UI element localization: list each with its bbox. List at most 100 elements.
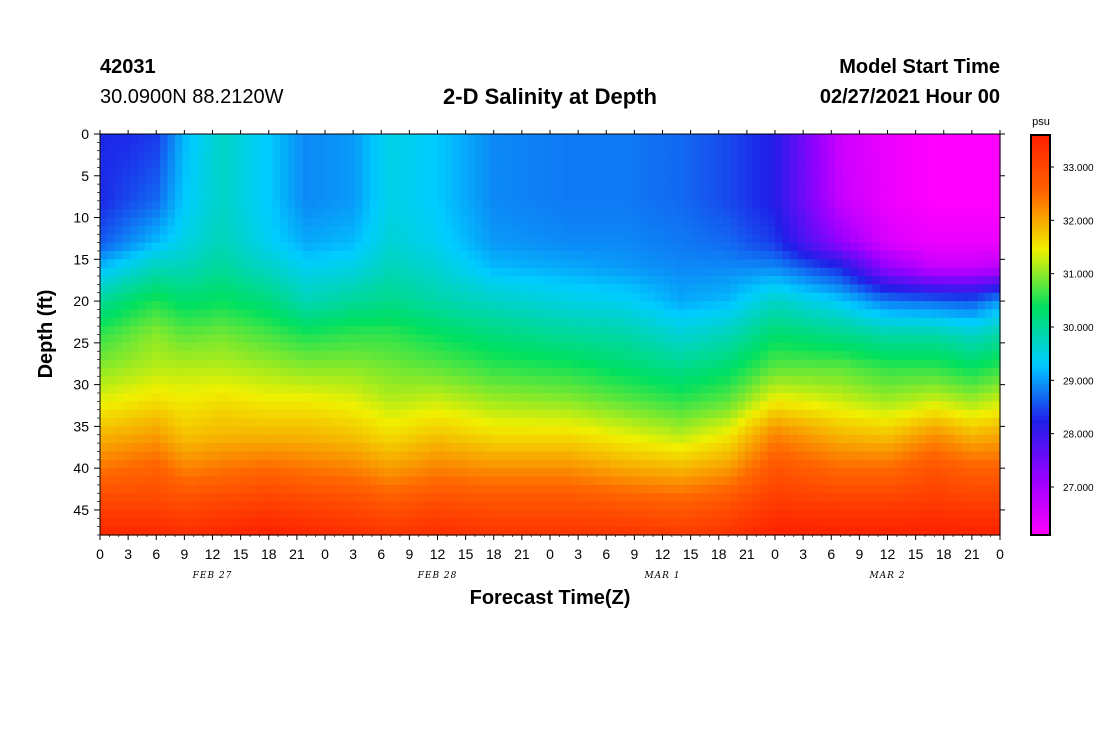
heatmap-cell: [497, 192, 506, 202]
heatmap-cell: [392, 192, 401, 202]
heatmap-cell: [392, 392, 401, 402]
heatmap-cell: [580, 443, 589, 453]
heatmap-cell: [355, 376, 364, 386]
heatmap-cell: [512, 384, 521, 394]
heatmap-cell: [370, 509, 379, 519]
heatmap-cell: [272, 342, 281, 352]
heatmap-cell: [310, 225, 319, 235]
heatmap-cell: [797, 526, 806, 536]
heatmap-cell: [175, 401, 184, 411]
heatmap-cell: [580, 242, 589, 252]
heatmap-cell: [550, 209, 559, 219]
heatmap-cell: [572, 301, 581, 311]
heatmap-cell: [430, 267, 439, 277]
heatmap-cell: [130, 418, 139, 427]
heatmap-cell: [130, 242, 139, 252]
heatmap-cell: [632, 434, 641, 444]
heatmap-cell: [310, 259, 319, 269]
heatmap-cell: [580, 167, 589, 177]
heatmap-cell: [220, 159, 229, 169]
heatmap-cell: [115, 434, 124, 444]
heatmap-cell: [355, 401, 364, 411]
heatmap-cell: [250, 292, 259, 302]
heatmap-cell: [182, 284, 191, 294]
heatmap-cell: [782, 284, 791, 294]
heatmap-cell: [872, 526, 881, 536]
heatmap-cell: [745, 225, 754, 235]
heatmap-cell: [295, 225, 304, 235]
heatmap-cell: [385, 401, 394, 411]
heatmap-cell: [280, 284, 289, 294]
heatmap-cell: [475, 342, 484, 352]
heatmap-cell: [317, 526, 326, 536]
heatmap-cell: [145, 192, 154, 202]
heatmap-cell: [670, 142, 679, 152]
heatmap-cell: [107, 301, 116, 311]
heatmap-cell: [655, 267, 664, 277]
heatmap-cell: [647, 200, 656, 210]
heatmap-cell: [610, 501, 619, 511]
heatmap-cell: [520, 276, 529, 285]
heatmap-cell: [182, 409, 191, 419]
heatmap-cell: [790, 526, 799, 536]
heatmap-cell: [640, 426, 649, 436]
heatmap-cell: [445, 225, 454, 235]
heatmap-cell: [827, 342, 836, 352]
heatmap-cell: [790, 434, 799, 444]
heatmap-cell: [572, 342, 581, 352]
heatmap-cell: [167, 134, 176, 143]
heatmap-cell: [752, 267, 761, 277]
heatmap-cell: [640, 351, 649, 361]
heatmap-cell: [670, 501, 679, 511]
heatmap-cell: [677, 276, 686, 285]
heatmap-cell: [715, 493, 724, 503]
heatmap-cell: [857, 493, 866, 503]
heatmap-cell: [632, 184, 641, 194]
heatmap-cell: [827, 409, 836, 419]
heatmap-cell: [767, 200, 776, 210]
heatmap-cell: [482, 484, 491, 494]
heatmap-cell: [362, 434, 371, 444]
heatmap-cell: [670, 334, 679, 344]
heatmap-cell: [647, 351, 656, 361]
heatmap-cell: [857, 267, 866, 277]
heatmap-cell: [302, 351, 311, 361]
heatmap-cell: [145, 217, 154, 227]
heatmap-cell: [580, 301, 589, 311]
heatmap-cell: [400, 484, 409, 494]
heatmap-cell: [662, 526, 671, 536]
heatmap-cell: [805, 409, 814, 419]
heatmap-cell: [145, 200, 154, 210]
heatmap-cell: [167, 184, 176, 194]
heatmap-cell: [325, 209, 334, 219]
heatmap-cell: [497, 150, 506, 160]
heatmap-cell: [767, 526, 776, 536]
heatmap-cell: [797, 359, 806, 369]
heatmap-cell: [505, 426, 514, 436]
heatmap-cell: [482, 250, 491, 260]
heatmap-cell: [137, 259, 146, 269]
heatmap-cell: [355, 392, 364, 402]
heatmap-cell: [400, 401, 409, 411]
heatmap-cell: [490, 267, 499, 277]
heatmap-cell: [362, 468, 371, 478]
heatmap-cell: [182, 509, 191, 519]
heatmap-cell: [475, 175, 484, 185]
heatmap-cell: [160, 334, 169, 344]
heatmap-cell: [272, 317, 281, 327]
heatmap-cell: [760, 159, 769, 169]
heatmap-cell: [287, 334, 296, 344]
heatmap-cell: [752, 434, 761, 444]
heatmap-cell: [827, 284, 836, 294]
heatmap-cell: [160, 418, 169, 427]
heatmap-cell: [737, 418, 746, 427]
heatmap-cell: [160, 276, 169, 285]
heatmap-cell: [602, 509, 611, 519]
heatmap-cell: [767, 309, 776, 319]
heatmap-cell: [152, 401, 161, 411]
heatmap-cell: [310, 392, 319, 402]
heatmap-cell: [115, 200, 124, 210]
heatmap-cell: [325, 459, 334, 469]
heatmap-cell: [542, 526, 551, 536]
heatmap-cell: [497, 367, 506, 377]
